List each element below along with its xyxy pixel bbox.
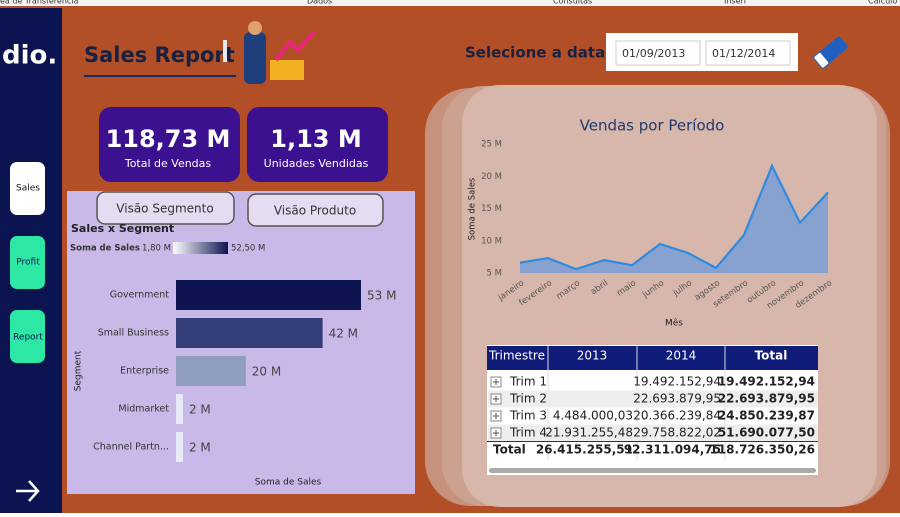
chart-title: Sales x Segment: [71, 222, 174, 235]
table-cell: Trim 4: [509, 426, 547, 440]
y-tick-label: 5 M: [487, 269, 502, 279]
table-cell: Trim 3: [509, 409, 547, 423]
ribbon-label: Cálculo: [868, 0, 897, 6]
date-input[interactable]: [615, 40, 701, 66]
legend-min: 1,80 M: [142, 244, 171, 254]
y-tick-label: 15 M: [481, 204, 502, 214]
table-cell: 118.726.350,26: [709, 443, 815, 457]
expand-plus: [493, 396, 499, 402]
toggle-label[interactable]: Visão Produto: [274, 204, 356, 218]
table-cell: Total: [493, 443, 526, 457]
kpi-label: Unidades Vendidas: [264, 157, 369, 170]
ribbon-strip: [0, 0, 900, 6]
table-cell: 26.415.255,51: [536, 443, 633, 457]
expand-plus: [493, 379, 499, 385]
table-cell: Trim 1: [509, 375, 547, 389]
value-label: 20 M: [252, 365, 281, 379]
eraser-icon[interactable]: [813, 36, 849, 69]
ribbon-label: ea de Transferência: [0, 0, 79, 6]
table-header: [487, 346, 818, 370]
kpi-card: [247, 107, 388, 182]
y-tick-label: 20 M: [481, 172, 502, 182]
row-stripe: [488, 424, 818, 442]
y-tick-label: 10 M: [481, 236, 502, 246]
table-cell: 21.931.255,48: [545, 426, 633, 440]
legend-max: 52,50 M: [231, 244, 265, 254]
y-axis-title: Soma de Sales: [468, 177, 478, 240]
ribbon-label: Dados: [307, 0, 332, 6]
ribbon-label: Inseri: [724, 0, 746, 6]
y-tick-label: Midmarket: [118, 404, 169, 415]
table-cell: Trim 2: [509, 392, 547, 406]
nav-label[interactable]: Sales: [16, 184, 40, 194]
nav-label[interactable]: Report: [13, 333, 43, 343]
y-tick-label: Small Business: [98, 328, 169, 339]
x-axis-title: Mês: [665, 318, 683, 329]
scrollbar[interactable]: [489, 468, 816, 473]
x-axis-title: Soma de Sales: [255, 478, 322, 488]
table-cell: 4.484.000,03: [553, 409, 633, 423]
illustration: [244, 21, 316, 84]
toggle-button[interactable]: [247, 193, 384, 227]
y-tick-label: Enterprise: [120, 366, 169, 377]
report-title: Sales Report: [84, 43, 235, 67]
date-input[interactable]: [705, 40, 791, 66]
kpi-value: 1,13 M: [270, 125, 361, 153]
y-axis-title: Segment: [74, 350, 84, 391]
row-stripe: [488, 390, 818, 408]
table-cell: 22.693.879,95: [633, 392, 721, 406]
nav-button[interactable]: [10, 310, 45, 363]
y-tick-label: 25 M: [481, 140, 502, 150]
arrow-icon[interactable]: [16, 480, 40, 502]
nav-button[interactable]: [10, 236, 45, 289]
date-prompt: Selecione a data: [465, 44, 605, 62]
table-cell: 22.693.879,95: [718, 392, 815, 406]
start-date[interactable]: 01/09/2013: [622, 47, 685, 60]
toggle-label[interactable]: Visão Segmento: [116, 202, 213, 216]
bar: [176, 356, 246, 386]
ribbon-label: Consultas: [553, 0, 592, 6]
area-fill: [520, 165, 828, 273]
bar: [176, 432, 183, 462]
logo: dio.: [2, 41, 57, 71]
table-header-cell: 2013: [577, 349, 608, 363]
area-line: [519, 163, 829, 271]
legend-title: Soma de Sales: [70, 244, 140, 254]
bar: [176, 318, 323, 348]
chart-title: Vendas por Período: [580, 117, 725, 135]
value-label: 2 M: [189, 403, 211, 417]
table-cell: 24.850.239,87: [718, 409, 815, 423]
kpi-value: 118,73 M: [106, 125, 231, 153]
table-cell: 20.366.239,84: [633, 409, 721, 423]
value-label: 2 M: [189, 441, 211, 455]
kpi-label: Total de Vendas: [124, 157, 212, 170]
bar: [176, 394, 183, 424]
bar: [176, 280, 361, 310]
y-tick-label: Government: [110, 290, 170, 301]
table-header-cell: Total: [755, 349, 788, 363]
kpi-card: [99, 107, 240, 182]
table-cell: 51.690.077,50: [718, 426, 815, 440]
table-cell: 19.492.152,94: [633, 375, 721, 389]
toggle-button[interactable]: [96, 191, 235, 225]
title-bar: [223, 40, 227, 62]
table-header-cell: 2014: [666, 349, 697, 363]
expand-plus: [493, 430, 499, 436]
table-cell: 19.492.152,94: [718, 375, 815, 389]
table-cell: 29.758.822,02: [633, 426, 721, 440]
nav-button[interactable]: [10, 162, 45, 215]
y-tick-label: Channel Partn...: [93, 442, 169, 453]
table-header-cell: Trimestre: [488, 349, 545, 363]
table-cell: 92.311.094,75: [624, 443, 721, 457]
legend-gradient: [173, 242, 228, 254]
nav-label[interactable]: Profit: [16, 258, 40, 268]
value-label: 42 M: [329, 327, 358, 341]
value-label: 53 M: [367, 289, 396, 303]
expand-plus: [493, 413, 499, 419]
end-date[interactable]: 01/12/2014: [712, 47, 775, 60]
